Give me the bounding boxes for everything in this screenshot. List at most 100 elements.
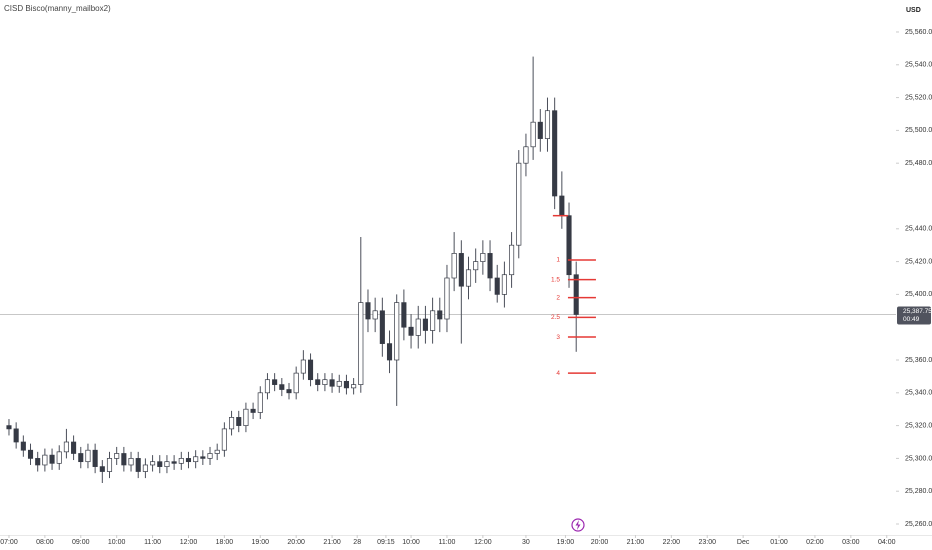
level-label: 3: [556, 334, 560, 341]
candle-body: [315, 379, 321, 385]
candle-body: [214, 449, 220, 454]
candle-body: [42, 454, 48, 466]
candle-body: [164, 461, 170, 467]
candle-body: [185, 458, 192, 463]
candle-body: [229, 417, 235, 430]
candle-body: [307, 359, 314, 381]
y-tick-label: 25,300.00: [905, 455, 932, 462]
x-tick-label: 12:00: [180, 539, 198, 546]
y-tick-label: 25,400.00: [905, 291, 932, 298]
alert-icon[interactable]: [571, 518, 585, 532]
x-tick-label: 10:00: [108, 539, 126, 546]
candle-body: [193, 456, 199, 463]
candle-body: [430, 310, 436, 331]
candle-body: [236, 417, 242, 426]
candle-body: [559, 195, 565, 217]
candle-body: [444, 277, 450, 320]
candle-body: [365, 302, 371, 320]
candle-body: [200, 456, 206, 459]
candle-body: [78, 453, 84, 463]
candle-body: [92, 449, 98, 467]
candle-body: [272, 379, 278, 385]
candle-body: [422, 318, 428, 331]
candle-body: [437, 310, 443, 320]
candle-body: [358, 302, 364, 385]
candle-body: [343, 380, 349, 389]
y-tick-label: 25,560.00: [905, 29, 932, 36]
candle-body: [71, 441, 77, 454]
x-tick-label: 12:00: [474, 539, 492, 546]
candle-body: [171, 461, 177, 464]
candle-body: [221, 428, 227, 451]
price-label-box: [897, 306, 931, 325]
candle-body: [322, 379, 328, 385]
candle-body: [264, 379, 271, 394]
candle-body: [573, 274, 579, 315]
candle-body: [35, 458, 41, 466]
candle-body: [329, 379, 335, 387]
candle-body: [157, 461, 163, 467]
x-tick-label: 11:00: [438, 539, 455, 546]
candle-body: [27, 449, 34, 459]
x-tick-label: 11:00: [144, 539, 161, 546]
x-tick-label: 03:00: [842, 539, 860, 546]
y-tick-label: 25,440.00: [905, 226, 932, 233]
candle-body: [379, 310, 385, 344]
y-tick-label: 25,540.00: [905, 62, 932, 69]
price-label: 25,387.75: [903, 308, 932, 315]
level-label: 4: [556, 370, 560, 377]
x-tick-label: 08:00: [36, 539, 54, 546]
x-tick-label: 21:00: [323, 539, 341, 546]
candle-body: [13, 428, 19, 443]
candle-body: [257, 392, 263, 413]
candle-body: [6, 425, 12, 430]
y-tick-label: 25,360.00: [905, 357, 932, 364]
y-tick-label: 25,340.00: [905, 390, 932, 397]
candle-body: [142, 464, 148, 472]
candle-body: [56, 451, 62, 464]
candle-body: [293, 372, 299, 394]
x-tick-label: 20:00: [287, 539, 305, 546]
candle-body: [480, 253, 486, 262]
candle-body: [178, 458, 184, 464]
candle-body: [501, 274, 507, 295]
chart-title: CISD Bisco(manny_mailbox2): [4, 4, 111, 13]
x-tick-label: 23:00: [698, 539, 716, 546]
candle-body: [114, 453, 120, 459]
candle-body: [552, 110, 558, 197]
candle-body: [408, 326, 414, 336]
candle-body: [128, 458, 134, 466]
x-tick-label: 19:00: [252, 539, 270, 546]
candle-body: [386, 343, 393, 361]
candle-body: [300, 359, 306, 374]
candle-body: [207, 453, 213, 459]
y-tick-label: 25,260.00: [905, 521, 932, 528]
candle-body: [473, 261, 479, 271]
level-label: 1: [556, 257, 560, 264]
candle-body: [465, 269, 472, 287]
candle-body: [106, 458, 113, 472]
candle-body: [250, 408, 256, 413]
x-tick-label: Dec: [737, 539, 750, 546]
countdown-label: 00:49: [903, 316, 920, 323]
candle-body: [530, 121, 536, 148]
x-tick-label: 20:00: [591, 539, 609, 546]
candle-body: [523, 146, 529, 164]
x-tick-label: 10:00: [402, 539, 420, 546]
candle-body: [494, 277, 500, 295]
candle-body: [150, 461, 156, 466]
candle-body: [85, 449, 91, 463]
candle-body: [451, 253, 457, 279]
candle-body: [336, 380, 342, 387]
candle-body: [135, 458, 141, 472]
x-tick-label: 04:00: [878, 539, 896, 546]
x-tick-label: 01:00: [770, 539, 788, 546]
level-label: 1.5: [551, 276, 560, 283]
x-tick-label: 28: [353, 539, 361, 546]
x-tick-label: 22:00: [663, 539, 681, 546]
candle-body: [372, 310, 378, 320]
candle-body: [415, 318, 421, 336]
candle-body: [509, 244, 515, 276]
x-tick-label: 02:00: [806, 539, 824, 546]
